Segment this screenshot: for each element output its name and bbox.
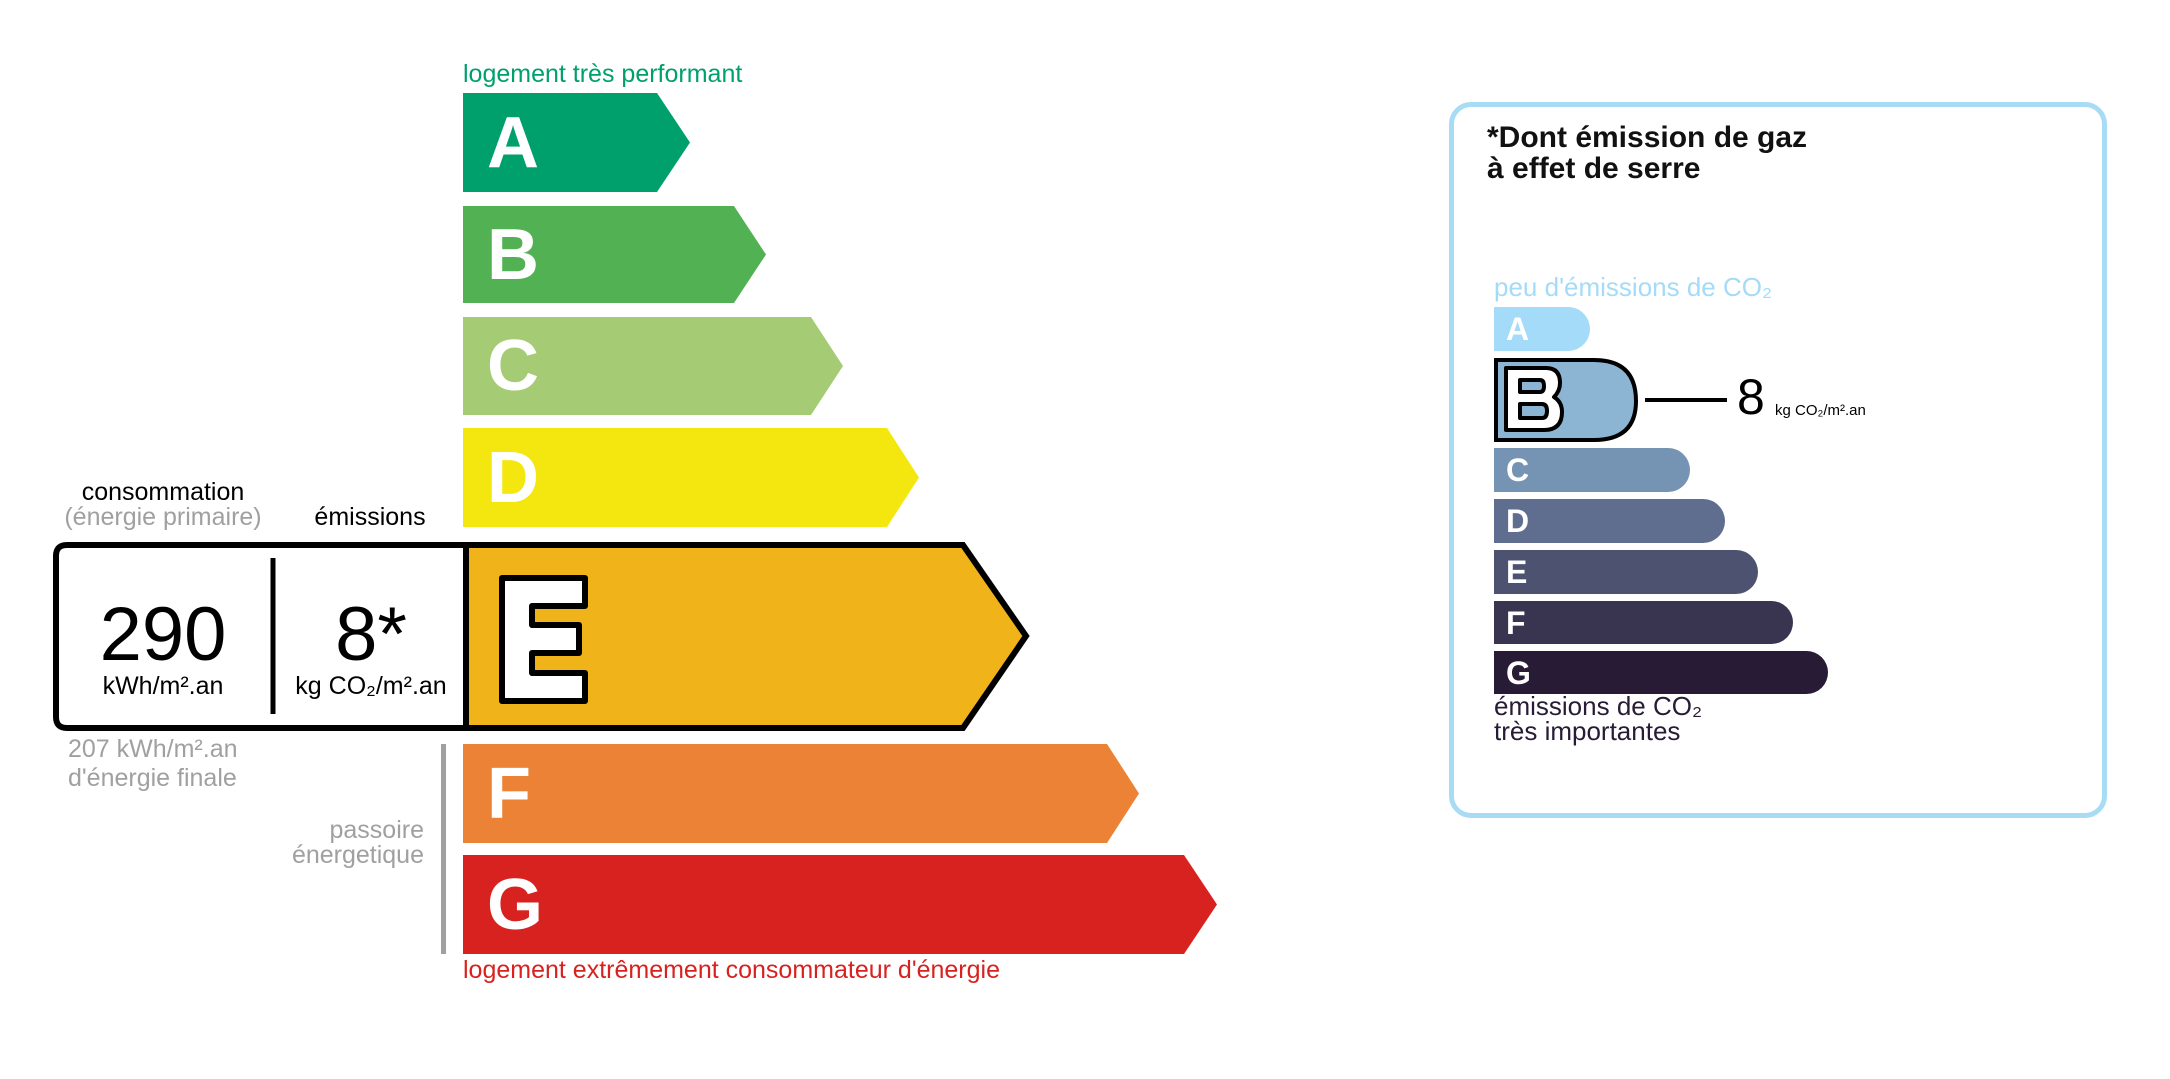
- energy-class-a: A: [463, 93, 690, 192]
- class-letter: G: [1506, 655, 1531, 691]
- ges-title-line2: à effet de serre: [1487, 152, 1701, 185]
- class-letter-e: [498, 574, 588, 704]
- class-letter: F: [1506, 605, 1526, 641]
- ges-class-e: E: [1494, 550, 1758, 594]
- ges-title-line1: *Dont émission de gaz: [1487, 121, 1808, 154]
- energy-class-c: C: [463, 317, 843, 415]
- bottom-label: logement extrêmement consommateur d'éner…: [463, 956, 1000, 984]
- final-energy-label: d'énergie finale: [68, 764, 237, 792]
- class-letter: G: [487, 865, 544, 945]
- ges-class-a: A: [1494, 307, 1590, 351]
- ges-class-b: [1494, 358, 1639, 442]
- class-letter: C: [487, 326, 539, 406]
- ges-value: 8: [1737, 369, 1765, 425]
- class-e-arrow: [463, 542, 1030, 731]
- emissions-unit: kg CO₂/m².an: [295, 672, 447, 700]
- consumption-label: consommation: [81, 478, 245, 506]
- class-letter-b: [1504, 366, 1564, 432]
- ges-class-g: G: [1494, 651, 1828, 694]
- ges-bottom-label: émissions de CO₂ très importantes: [1494, 691, 1703, 746]
- passoire-label-2: énergetique: [291, 841, 424, 869]
- class-a-arrow: [463, 93, 690, 192]
- class-letter: A: [487, 103, 539, 183]
- energy-class-f: F: [463, 744, 1139, 843]
- class-letter: D: [1506, 503, 1530, 539]
- ges-value-connector: [1645, 398, 1727, 402]
- emissions-label: émissions: [314, 503, 426, 531]
- ges-panel: [1449, 102, 2107, 818]
- energy-class-g: G: [463, 855, 1217, 954]
- consumption-unit: kWh/m².an: [102, 672, 224, 700]
- class-letter: B: [487, 215, 539, 295]
- current-class-box: 290 kWh/m².an 8* kg CO₂/m².an: [53, 542, 1033, 732]
- ges-class-c: C: [1494, 448, 1690, 492]
- class-letter: D: [487, 438, 539, 518]
- class-letter: C: [1506, 452, 1530, 488]
- consumption-value: 290: [99, 592, 227, 677]
- top-label: logement très performant: [463, 60, 743, 88]
- passoire-label-1: passoire: [329, 816, 425, 844]
- passoire-divider: [441, 744, 446, 954]
- ges-unit: kg CO₂/m².an: [1775, 402, 1866, 419]
- class-letter: E: [1506, 554, 1528, 590]
- energy-class-d: D: [463, 428, 919, 527]
- ges-class-d: D: [1494, 499, 1725, 543]
- energy-class-b: B: [463, 206, 766, 303]
- ges-bottom-line2: très importantes: [1494, 716, 1681, 746]
- final-energy-value: 207 kWh/m².an: [68, 735, 238, 763]
- ges-title: *Dont émission de gaz à effet de serre: [1487, 122, 1807, 184]
- emissions-value: 8*: [335, 592, 407, 677]
- consumption-sub: (énergie primaire): [64, 503, 262, 531]
- class-letter: F: [487, 754, 531, 834]
- class-letter: A: [1506, 311, 1530, 347]
- ges-class-f: F: [1494, 601, 1793, 644]
- ges-top-label: peu d'émissions de CO₂: [1494, 272, 1773, 302]
- ges-bottom-line1: émissions de CO₂: [1494, 691, 1703, 721]
